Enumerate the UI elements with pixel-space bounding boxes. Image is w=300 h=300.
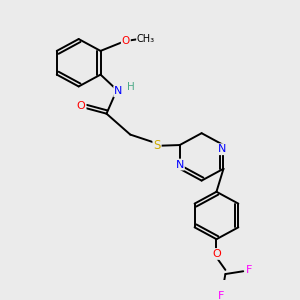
Text: O: O: [77, 101, 85, 111]
Text: O: O: [212, 249, 221, 259]
Text: O: O: [122, 36, 130, 46]
Text: H: H: [127, 82, 135, 92]
Text: N: N: [176, 160, 184, 170]
Text: F: F: [246, 265, 252, 275]
Text: CH₃: CH₃: [137, 34, 155, 44]
Text: N: N: [218, 144, 226, 154]
Text: N: N: [114, 86, 123, 96]
Text: S: S: [153, 139, 161, 152]
Text: F: F: [218, 291, 224, 300]
